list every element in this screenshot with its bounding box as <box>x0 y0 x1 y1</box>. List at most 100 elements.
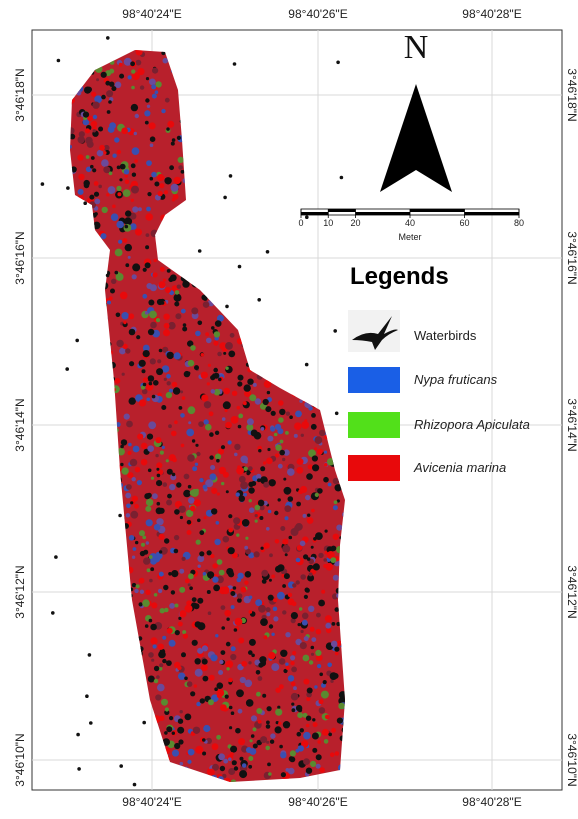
stray-dot <box>198 249 202 253</box>
stray-dot <box>225 305 229 309</box>
dot <box>149 555 153 559</box>
stray-dot <box>125 225 129 229</box>
dot <box>224 610 230 616</box>
dot <box>190 691 195 696</box>
dot <box>275 539 280 544</box>
dot <box>315 650 321 656</box>
dot <box>202 645 208 651</box>
dot <box>163 58 169 64</box>
dot <box>174 294 182 302</box>
dot <box>220 766 225 771</box>
dot <box>150 624 157 631</box>
dot <box>167 494 172 499</box>
dot <box>108 186 116 194</box>
dot <box>195 658 201 664</box>
dot <box>244 384 251 391</box>
dot <box>230 333 235 338</box>
dot <box>137 480 142 485</box>
scale-segment <box>410 209 465 212</box>
dot <box>242 519 250 527</box>
dot <box>163 585 168 590</box>
y-label-left: 3°46'18"N <box>13 68 27 121</box>
dot <box>155 90 159 94</box>
dot <box>195 331 201 337</box>
dot <box>303 655 310 662</box>
dot <box>198 421 204 427</box>
dot <box>103 151 106 154</box>
dot <box>268 652 275 659</box>
dot <box>127 472 133 478</box>
dot <box>171 431 177 437</box>
dot <box>249 639 256 646</box>
dot <box>117 150 121 154</box>
dot <box>278 417 284 423</box>
dot <box>235 728 241 734</box>
dot <box>106 193 109 196</box>
dot <box>78 189 84 195</box>
dot <box>203 485 208 490</box>
stray-dot <box>279 745 283 749</box>
scale-segment <box>356 212 411 215</box>
dot <box>249 499 252 502</box>
scale-segment <box>301 212 328 215</box>
dot <box>146 207 151 212</box>
dot <box>158 644 164 650</box>
dot <box>142 294 147 299</box>
dot <box>166 500 172 506</box>
dot <box>162 636 166 640</box>
dot <box>101 95 106 100</box>
dot <box>164 323 170 329</box>
dot <box>209 455 213 459</box>
dot <box>323 680 327 684</box>
dot <box>125 179 130 184</box>
dot <box>119 178 122 181</box>
dot <box>142 369 146 373</box>
dot <box>228 547 235 554</box>
dot <box>278 464 283 469</box>
y-label-left: 3°46'12"N <box>13 565 27 618</box>
dot <box>159 550 162 553</box>
dot <box>166 660 172 666</box>
dot <box>181 309 186 314</box>
dot <box>195 463 198 466</box>
stray-dot <box>305 215 309 219</box>
dot <box>264 635 268 639</box>
dot <box>217 682 224 689</box>
dot <box>213 585 220 592</box>
dot <box>267 436 273 442</box>
dot <box>182 557 186 561</box>
dot <box>100 795 104 799</box>
dot <box>222 417 226 421</box>
dot <box>187 530 192 535</box>
dot <box>333 534 339 540</box>
dot <box>281 772 286 777</box>
dot <box>312 748 317 753</box>
dot <box>192 466 197 471</box>
dot <box>284 505 291 512</box>
dot <box>136 60 142 66</box>
dot <box>331 728 336 733</box>
dot <box>134 132 137 135</box>
dot <box>131 163 136 168</box>
dot <box>314 685 317 688</box>
dot <box>120 164 126 170</box>
dot <box>133 446 140 453</box>
dot <box>315 436 323 444</box>
dot <box>336 525 342 531</box>
dot <box>313 722 318 727</box>
dot <box>296 502 301 507</box>
dot <box>303 514 307 518</box>
dot <box>268 510 272 514</box>
dot <box>203 516 206 519</box>
dot <box>266 724 271 729</box>
dot <box>327 663 332 668</box>
dot <box>140 590 144 594</box>
dot <box>300 574 306 580</box>
dot <box>118 240 122 244</box>
dot <box>288 496 294 502</box>
dot <box>146 283 152 289</box>
dot <box>152 272 157 277</box>
dot <box>217 693 222 698</box>
dot <box>132 263 140 271</box>
dot <box>304 595 308 599</box>
